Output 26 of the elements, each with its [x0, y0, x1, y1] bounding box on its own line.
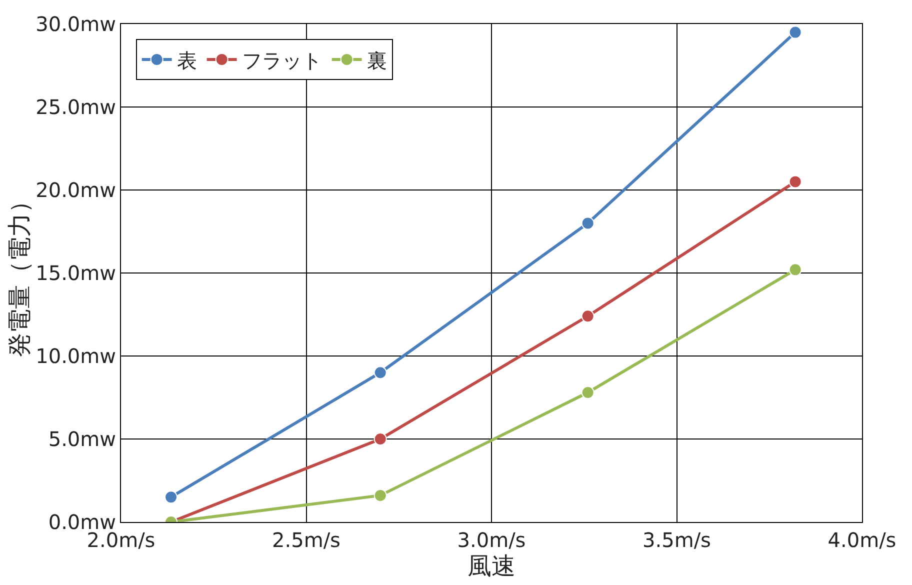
point	[581, 310, 594, 323]
x-axis-title: 風速	[468, 552, 516, 580]
point	[581, 386, 594, 400]
legend-label: 裏	[366, 48, 387, 72]
y-tick-label: 25.0mw	[36, 95, 116, 119]
x-tick-label: 4.0m/s	[828, 528, 896, 552]
y-tick-label: 10.0mw	[36, 344, 116, 368]
y-tick-label: 30.0mw	[36, 12, 116, 36]
legend-label: 表	[176, 48, 197, 72]
y-tick-label: 20.0mw	[36, 178, 116, 202]
point	[374, 432, 387, 446]
point	[164, 490, 178, 504]
point	[374, 488, 387, 502]
point	[581, 216, 594, 230]
y-axis-title: 発電量（電力）	[6, 189, 34, 357]
y-tick-label: 15.0mw	[36, 261, 116, 285]
x-tick-label: 3.5m/s	[642, 528, 711, 552]
point	[788, 263, 802, 276]
point	[788, 26, 802, 39]
point	[374, 366, 387, 380]
x-tick-label: 2.5m/s	[272, 528, 340, 552]
x-tick-label: 3.0m/s	[457, 528, 526, 552]
y-tick-label: 5.0mw	[48, 427, 116, 451]
point	[788, 175, 802, 188]
x-tick-label: 2.0m/s	[86, 528, 156, 552]
legend-label: フラット	[242, 48, 322, 72]
